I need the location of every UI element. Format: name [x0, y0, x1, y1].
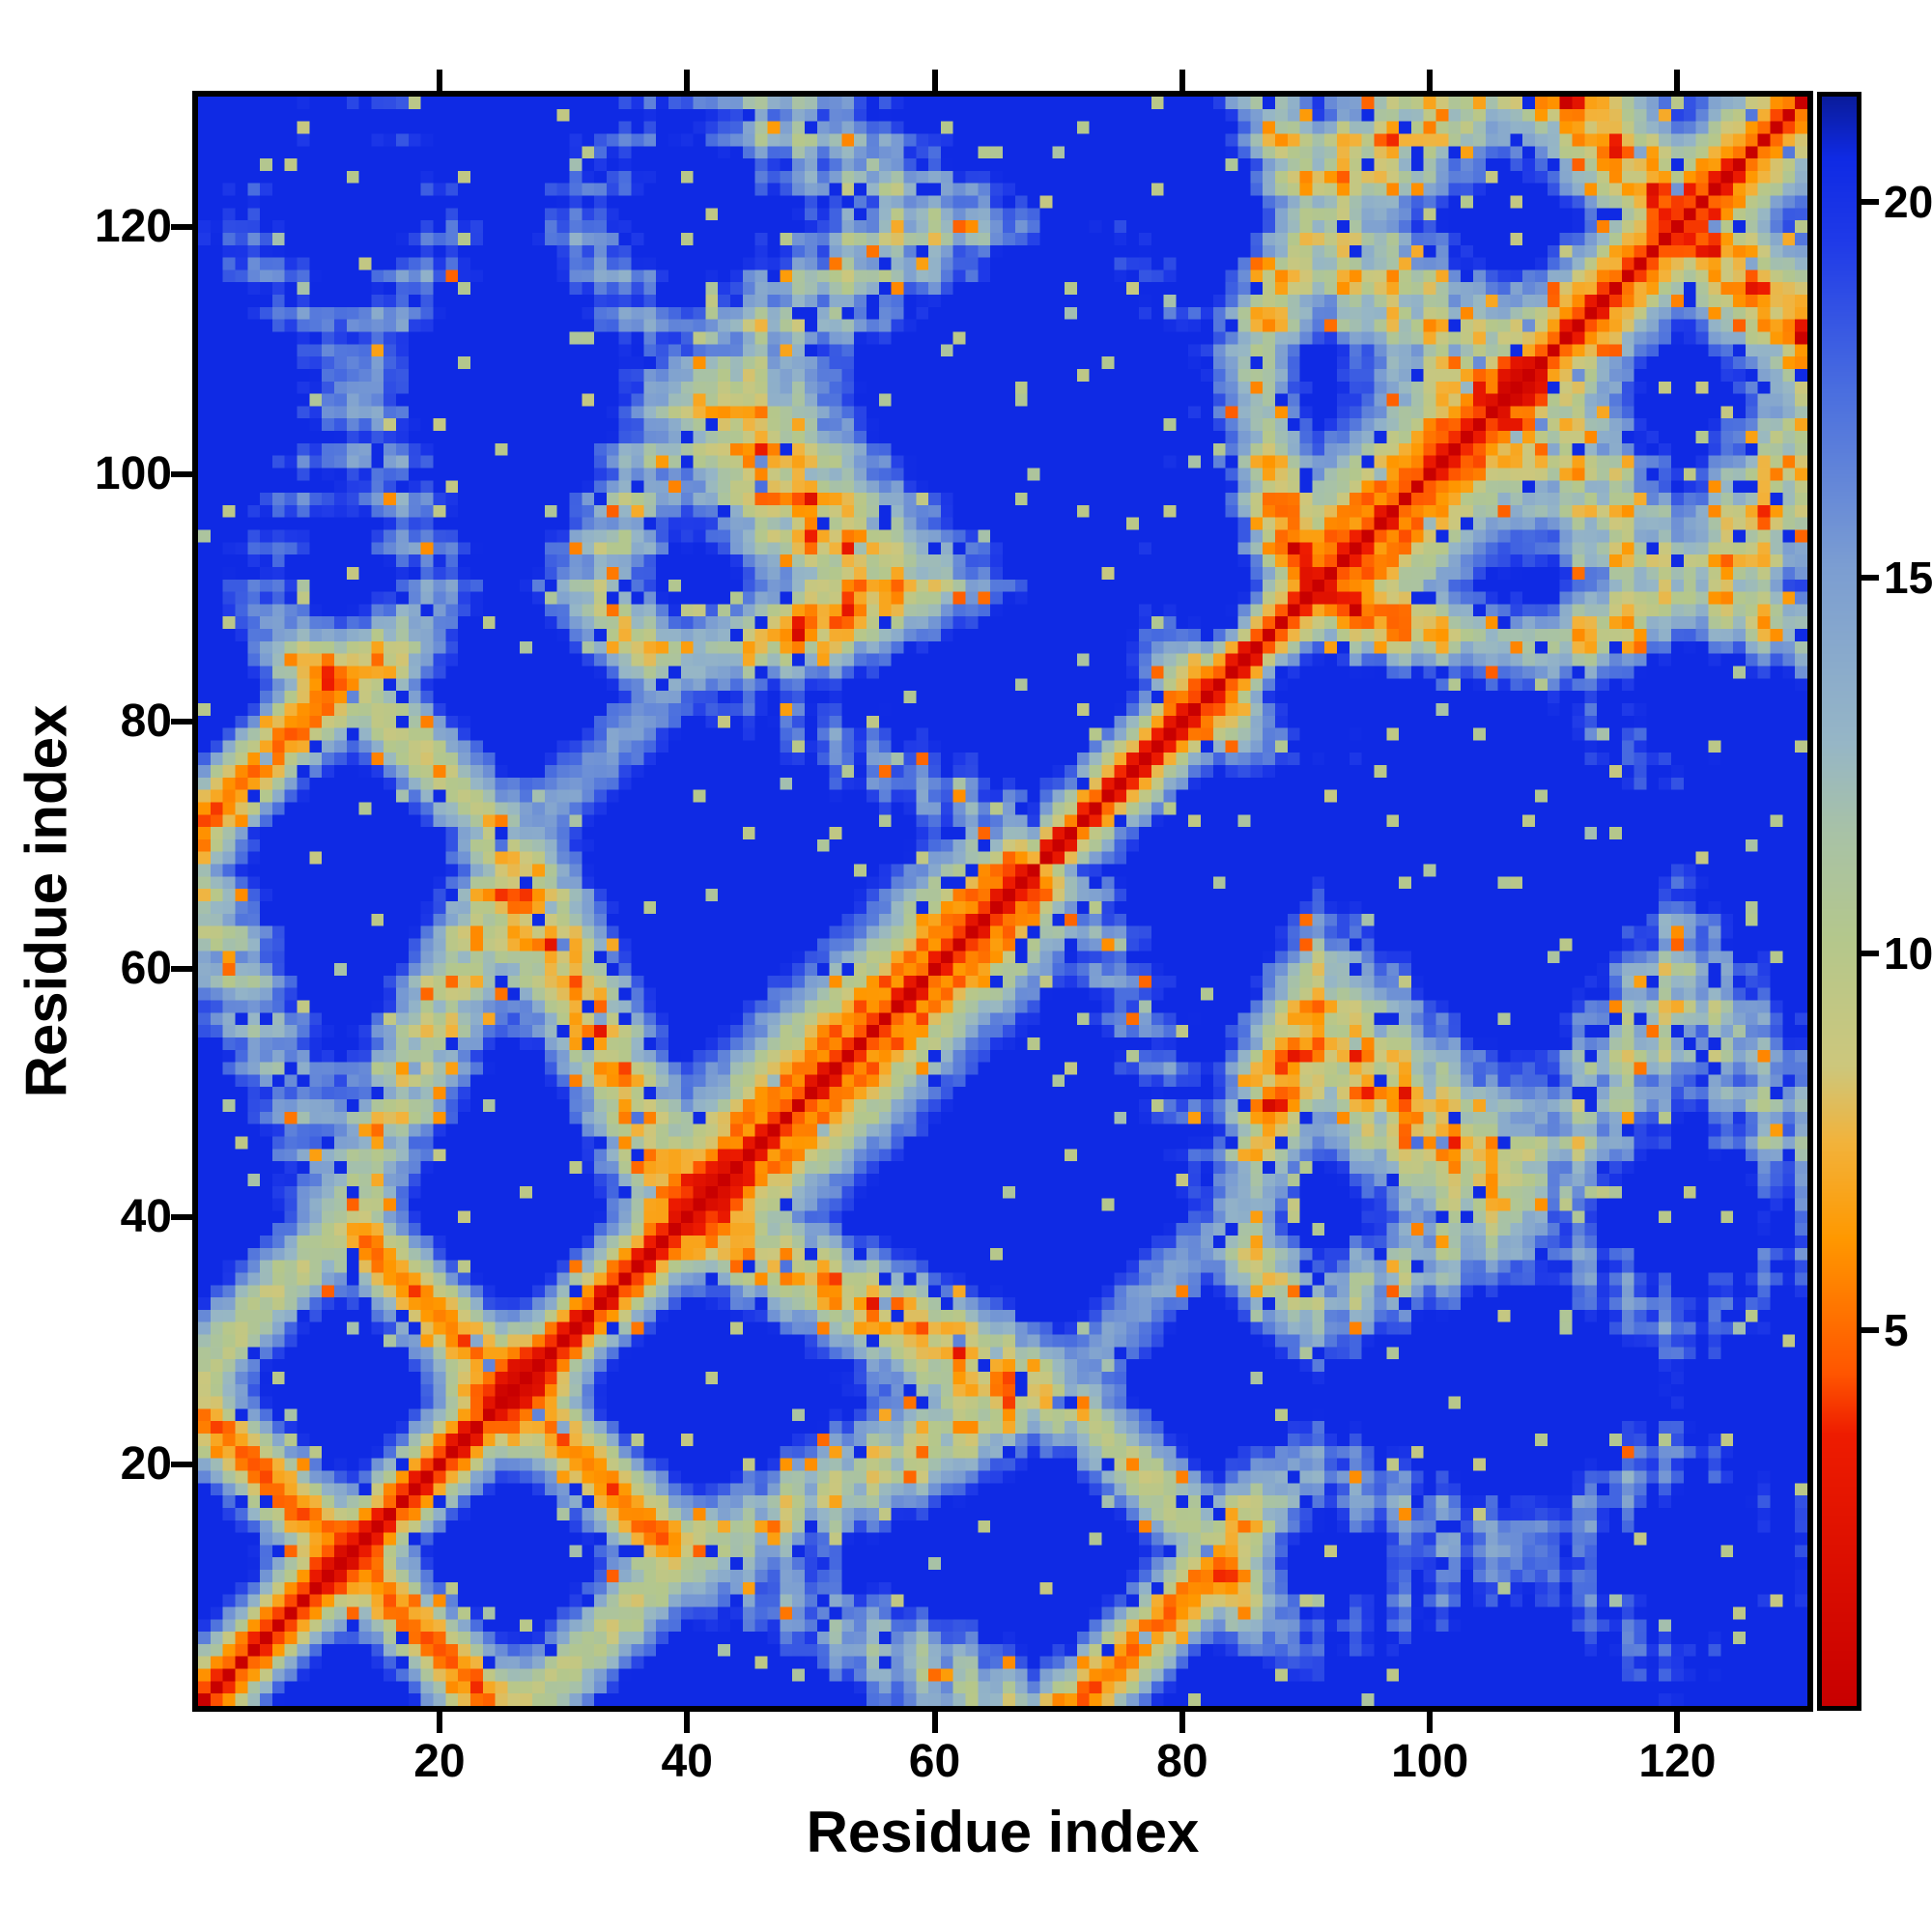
x-tick-mark-top — [1179, 70, 1185, 91]
x-tick-mark — [684, 1712, 691, 1733]
x-tick-mark-top — [684, 70, 691, 91]
x-tick-label: 120 — [1638, 1736, 1717, 1787]
y-tick-label: 80 — [120, 696, 172, 748]
x-tick-mark-top — [931, 70, 938, 91]
heatmap-canvas — [198, 97, 1807, 1706]
colorbar-gradient — [1822, 97, 1857, 1706]
y-tick-label: 120 — [94, 200, 172, 252]
colorbar-tick-mark — [1861, 951, 1879, 957]
colorbar-tick-mark — [1861, 575, 1879, 582]
x-tick-mark-top — [1427, 70, 1434, 91]
x-tick-mark-top — [1674, 70, 1681, 91]
y-tick-label: 100 — [94, 447, 172, 499]
y-tick-mark — [171, 719, 192, 725]
colorbar-tick-label: 5 — [1884, 1304, 1909, 1355]
x-tick-mark — [931, 1712, 938, 1733]
x-tick-label: 20 — [413, 1736, 466, 1787]
y-tick-mark — [171, 223, 192, 230]
x-tick-mark — [1179, 1712, 1185, 1733]
x-axis-label: Residue index — [806, 1800, 1200, 1864]
colorbar-tick-label: 15 — [1884, 553, 1932, 604]
colorbar-tick-label: 20 — [1884, 176, 1932, 227]
x-tick-mark — [1427, 1712, 1434, 1733]
x-tick-label: 60 — [908, 1736, 961, 1787]
x-tick-label: 80 — [1156, 1736, 1208, 1787]
colorbar-tick-label: 10 — [1884, 928, 1932, 980]
colorbar-tick-mark — [1861, 1326, 1879, 1333]
y-tick-mark — [171, 966, 192, 973]
y-tick-label: 20 — [120, 1438, 172, 1491]
x-tick-mark-top — [436, 70, 442, 91]
colorbar-tick-mark — [1861, 198, 1879, 205]
x-tick-mark — [436, 1712, 442, 1733]
y-tick-mark — [171, 1462, 192, 1468]
y-tick-mark — [171, 470, 192, 477]
y-tick-label: 60 — [120, 943, 172, 995]
x-tick-label: 100 — [1391, 1736, 1469, 1787]
y-tick-label: 40 — [120, 1190, 172, 1242]
x-tick-mark — [1674, 1712, 1681, 1733]
y-tick-mark — [171, 1213, 192, 1220]
y-axis-label: Residue index — [14, 704, 79, 1098]
x-tick-label: 40 — [661, 1736, 713, 1787]
